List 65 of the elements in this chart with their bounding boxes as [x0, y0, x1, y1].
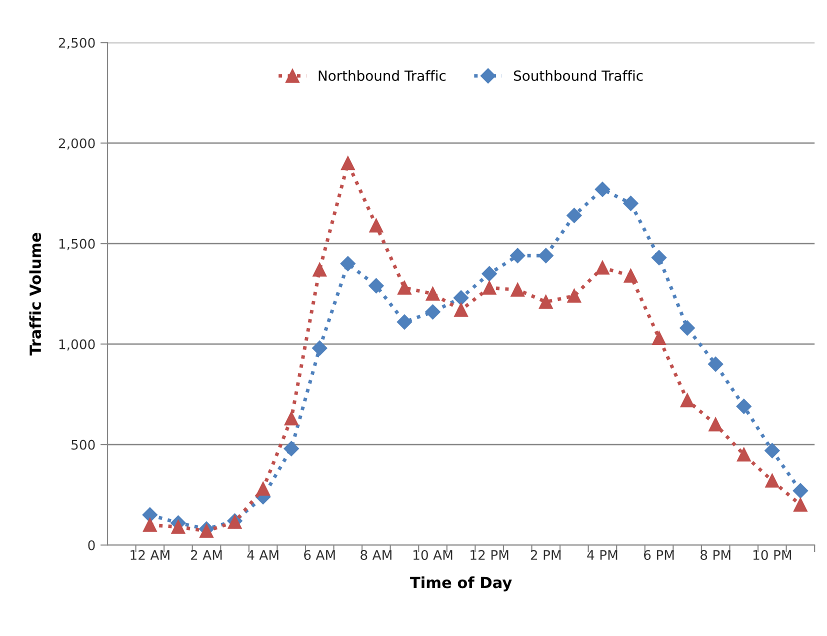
x-tick-label: 10 AM	[414, 550, 452, 560]
point	[396, 314, 412, 330]
point	[284, 411, 298, 426]
point	[453, 290, 469, 306]
point	[594, 182, 610, 197]
y-tick-label: 1,000	[59, 339, 95, 351]
point	[736, 448, 751, 462]
point	[368, 278, 384, 294]
point	[142, 518, 157, 532]
point	[794, 498, 808, 512]
x-tick-label: 8 AM	[360, 550, 392, 560]
point	[567, 288, 582, 303]
point	[398, 280, 412, 295]
x-tick-label: 10 PM	[753, 550, 792, 560]
point	[651, 250, 667, 266]
point	[171, 520, 186, 534]
point	[142, 507, 158, 522]
point	[566, 208, 582, 224]
x-tick-label: 12 AM	[130, 550, 170, 560]
x-tick-label: 4 PM	[587, 550, 618, 560]
y-tick-label: 1,500	[59, 238, 95, 250]
point	[510, 248, 526, 264]
point	[482, 266, 497, 282]
point	[596, 260, 610, 275]
point	[510, 282, 525, 297]
point	[792, 483, 808, 498]
point	[680, 320, 695, 336]
point	[426, 286, 440, 301]
point	[708, 356, 724, 372]
point	[312, 340, 328, 356]
legend-label: Northbound Traffic	[318, 70, 446, 81]
y-tick-label: 2,500	[58, 38, 95, 50]
point	[312, 262, 327, 277]
point	[340, 156, 355, 170]
point	[736, 398, 752, 414]
point	[454, 302, 468, 317]
point	[708, 418, 723, 432]
x-tick-label: 12 PM	[470, 550, 508, 560]
point	[256, 482, 270, 496]
y-tick-label: 500	[72, 440, 95, 450]
point	[340, 256, 356, 272]
y-tick-label: 2,000	[58, 138, 95, 150]
point	[482, 280, 496, 295]
point	[538, 294, 553, 309]
point	[680, 393, 694, 408]
point	[624, 268, 638, 283]
point	[200, 524, 214, 538]
point	[538, 248, 554, 264]
x-tick-label: 6 AM	[304, 550, 335, 560]
point	[652, 331, 666, 345]
legend-label: Southbound Traffic	[514, 70, 643, 81]
y-tick-label: 0	[88, 540, 95, 550]
point	[623, 196, 638, 211]
x-tick-label: 2 AM	[190, 550, 222, 560]
x-tick-label: 2 PM	[530, 550, 561, 560]
x-tick-label: 8 PM	[700, 550, 730, 560]
point	[284, 441, 299, 456]
x-tick-label: 4 AM	[247, 550, 278, 560]
x-tick-label: 6 PM	[644, 550, 674, 560]
point	[425, 304, 440, 320]
y-axis-title: Traffic Volume	[29, 232, 42, 356]
x-axis-title: Time of Day	[410, 576, 512, 592]
point	[765, 474, 780, 488]
point	[369, 218, 384, 232]
point	[764, 443, 780, 458]
